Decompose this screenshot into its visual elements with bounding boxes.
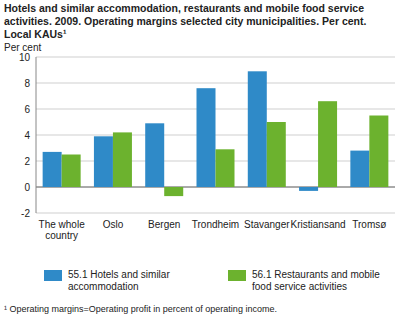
bar <box>216 149 235 187</box>
y-tick-label: -2 <box>21 208 30 219</box>
bar <box>197 88 216 187</box>
y-tick-label: 2 <box>24 156 30 167</box>
legend-swatch <box>44 270 62 281</box>
legend-label: 55.1 Hotels and similar accommodation <box>68 269 218 293</box>
bar <box>164 187 183 196</box>
x-tick-label: Trondheim <box>186 219 245 230</box>
grid-line <box>36 213 395 214</box>
y-tick-label: 0 <box>24 182 30 193</box>
legend-swatch <box>228 270 246 281</box>
x-tick-label: Oslo <box>83 219 142 230</box>
bar <box>267 122 286 187</box>
bar <box>113 132 132 187</box>
y-tick-label: 10 <box>19 52 31 63</box>
y-tick-label: 8 <box>24 78 30 89</box>
bar <box>145 123 164 187</box>
bar <box>62 155 81 188</box>
footnote: ¹ Operating margins=Operating profit in … <box>4 304 277 314</box>
legend-label: 56.1 Restaurants and mobile food service… <box>252 269 400 293</box>
bar <box>350 151 369 187</box>
x-tick-label: Stavanger <box>237 219 296 230</box>
bar <box>94 136 113 187</box>
x-tick-label: The whole country <box>32 219 91 241</box>
x-tick-label: Tromsø <box>340 219 399 230</box>
bar <box>318 101 337 187</box>
grid-line <box>36 57 395 58</box>
y-tick-label: 4 <box>24 130 30 141</box>
bar <box>248 71 267 187</box>
grid-line <box>36 83 395 84</box>
title: Hotels and similar accommodation, restau… <box>4 2 396 41</box>
bar <box>369 116 388 188</box>
y-tick-label: 6 <box>24 104 30 115</box>
bars <box>43 71 389 196</box>
x-tick-label: Bergen <box>135 219 194 230</box>
bar <box>43 152 62 187</box>
bar <box>299 187 318 191</box>
y-axis <box>36 57 37 213</box>
x-tick-label: Kristiansand <box>288 219 347 230</box>
